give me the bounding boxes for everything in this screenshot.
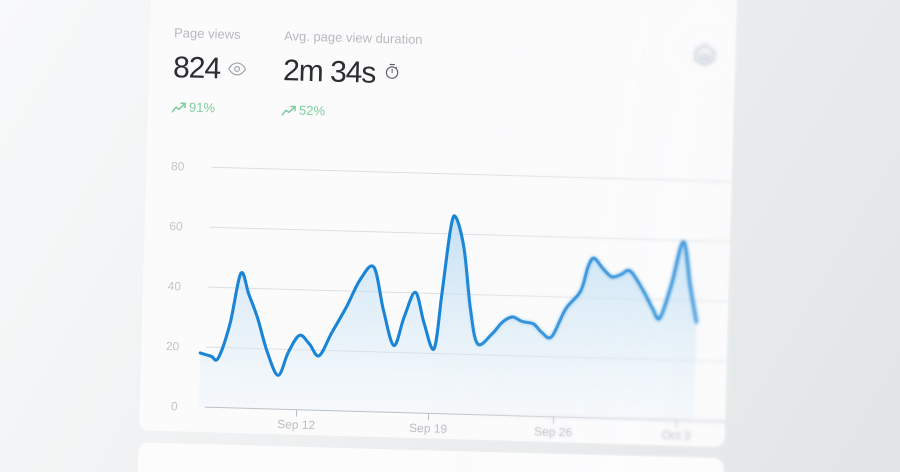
svg-text:Sep 26: Sep 26	[534, 424, 573, 439]
svg-text:60: 60	[169, 219, 183, 233]
svg-text:40: 40	[167, 279, 181, 293]
svg-text:20: 20	[166, 339, 180, 353]
svg-text:Sep 12: Sep 12	[277, 417, 316, 432]
svg-text:80: 80	[171, 159, 185, 173]
svg-text:0: 0	[171, 399, 178, 413]
svg-text:Oct 3: Oct 3	[662, 428, 691, 443]
svg-text:Sep 19: Sep 19	[409, 421, 448, 436]
